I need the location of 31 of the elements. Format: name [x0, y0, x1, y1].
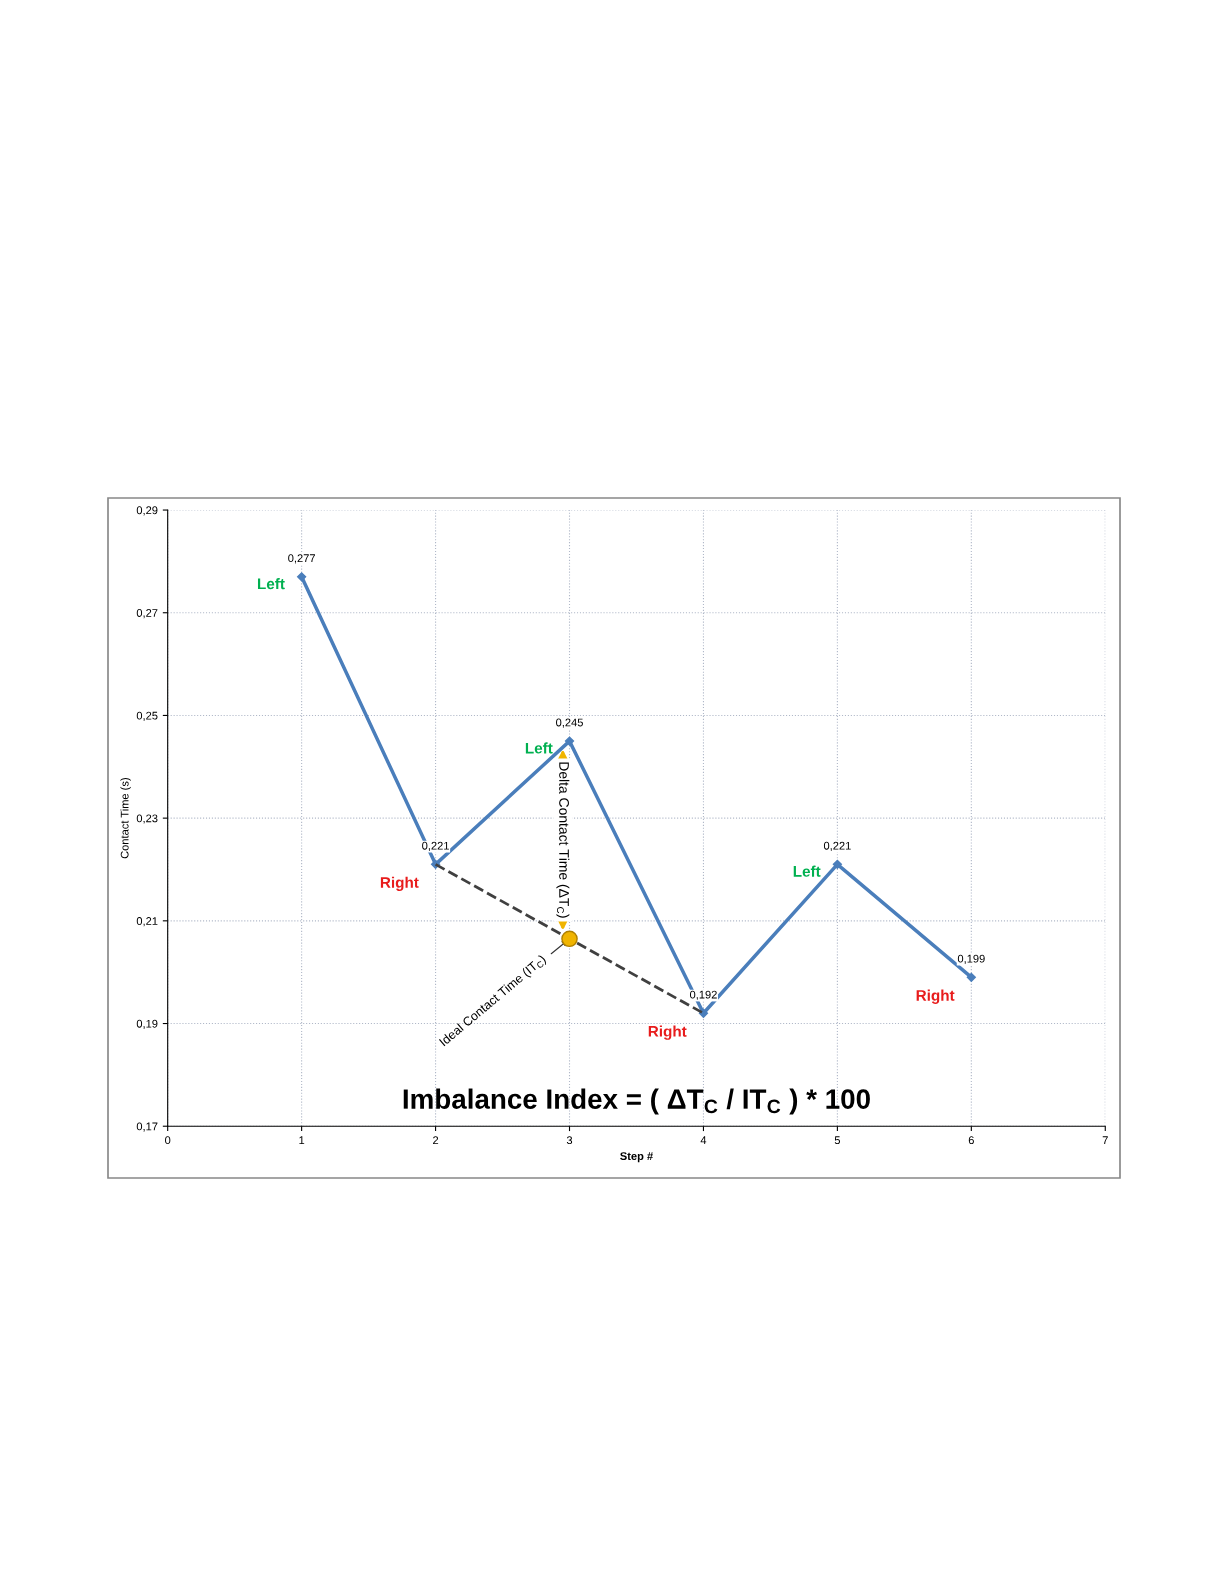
annotation: Right: [916, 989, 955, 1004]
annotation: Left: [793, 865, 821, 877]
data-label: 0,221: [422, 841, 449, 851]
annotation: Left: [257, 578, 285, 590]
data-label: 0,221: [823, 841, 851, 851]
x-axis-title: Step #: [620, 1152, 653, 1163]
annotation: Right: [380, 876, 419, 891]
x-tick-label: 7: [1102, 1136, 1108, 1144]
x-tick-label: 0: [165, 1136, 171, 1145]
y-tick-label: 0,21: [136, 917, 158, 927]
x-tick-label: 1: [299, 1136, 305, 1144]
annotation: Imbalance Index = ( ΔT$_{C}$ / IT$_{C}$ ) * 100: [403, 1088, 870, 1115]
data-label: 0,277: [288, 554, 315, 564]
x-tick-label: 5: [834, 1136, 841, 1145]
x-tick-label: 2: [433, 1136, 439, 1144]
annotation: Right: [648, 1025, 687, 1040]
data-label: 0,199: [957, 954, 985, 964]
y-tick-label: 0,19: [136, 1019, 158, 1029]
y-tick-label: 0,27: [136, 609, 158, 619]
x-tick-label: 6: [968, 1136, 974, 1145]
y-tick-label: 0,17: [136, 1122, 158, 1132]
y-tick-label: 0,29: [136, 506, 158, 516]
x-tick-label: 4: [700, 1136, 707, 1144]
annotation: Left: [525, 742, 553, 754]
annotation: Ideal Contact Time (IT$_{C}$): [438, 954, 548, 1049]
x-tick-label: 3: [566, 1136, 573, 1145]
data-label: 0,192: [689, 990, 717, 1000]
data-label: 0,245: [556, 718, 583, 728]
y-axis-title: Contact Time (s): [120, 778, 131, 859]
y-tick-label: 0,23: [136, 814, 158, 824]
y-tick-label: 0,25: [136, 711, 158, 721]
